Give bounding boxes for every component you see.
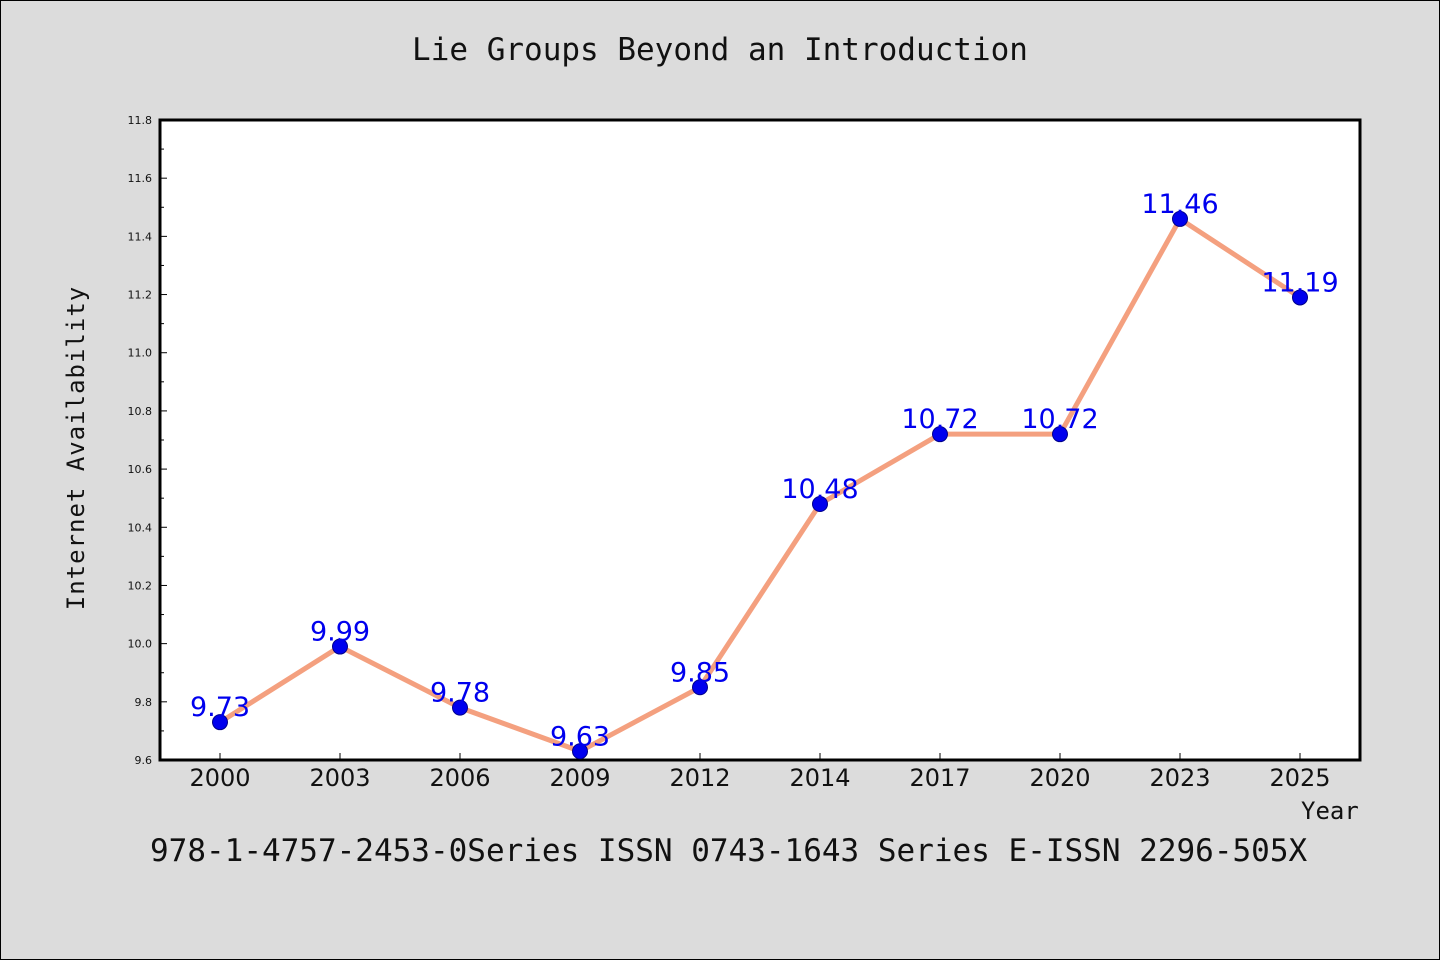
x-tick-label: 2006 xyxy=(429,764,490,792)
x-tick-label: 2023 xyxy=(1149,764,1210,792)
x-tick-label: 2014 xyxy=(789,764,850,792)
x-tick-label: 2009 xyxy=(549,764,610,792)
footer-isbn-issn: 978-1-4757-2453-0Series ISSN 0743-1643 S… xyxy=(150,833,1308,869)
y-tick-label: 10.8 xyxy=(128,405,153,418)
data-point xyxy=(932,426,948,443)
x-axis-label: Year xyxy=(1301,797,1359,825)
data-labels: 9.73 9.99 9.78 9.63 9.85 10.48 10.72 10.72 11.46… xyxy=(190,189,1339,752)
data-label: 10.72 xyxy=(901,404,978,435)
data-point xyxy=(212,714,228,731)
y-tick-label: 11.0 xyxy=(128,347,153,360)
data-points xyxy=(212,210,1308,760)
data-label: 9.73 xyxy=(190,692,250,723)
data-label: 9.78 xyxy=(430,678,490,709)
y-tick-label: 11.6 xyxy=(128,172,153,185)
x-tick-label: 2012 xyxy=(669,764,730,792)
y-tick-label: 10.6 xyxy=(128,463,153,476)
data-point xyxy=(1292,289,1308,306)
x-tick-label: 2020 xyxy=(1029,764,1090,792)
y-tick-label: 11.4 xyxy=(128,230,153,243)
data-label: 9.85 xyxy=(670,657,730,688)
x-tick-label: 2000 xyxy=(189,764,250,792)
chart-title: Lie Groups Beyond an Introduction xyxy=(412,32,1028,68)
y-tick-label: 9.6 xyxy=(135,754,153,767)
data-label: 9.99 xyxy=(310,617,370,648)
y-tick-label: 9.8 xyxy=(135,696,153,709)
y-tick-label: 10.0 xyxy=(128,638,153,651)
plot-area xyxy=(158,118,1362,762)
data-point xyxy=(452,699,468,716)
x-tick-label: 2003 xyxy=(309,764,370,792)
data-point xyxy=(332,638,348,655)
data-point xyxy=(1172,210,1188,227)
y-axis-ticks: 9.6 9.8 10.0 10.2 10.4 10.6 10.8 11.0 11.2 11.4 11… xyxy=(128,114,167,767)
data-label: 11.46 xyxy=(1141,189,1218,220)
data-point xyxy=(1052,426,1068,443)
data-point xyxy=(692,679,708,696)
data-point xyxy=(572,743,588,760)
y-tick-label: 10.2 xyxy=(128,579,153,592)
data-point xyxy=(812,496,828,512)
data-label: 9.63 xyxy=(550,721,610,752)
data-label: 10.48 xyxy=(781,474,858,505)
data-label: 11.19 xyxy=(1261,267,1338,298)
x-axis-ticks: 2000 2003 2006 2009 2012 2014 2017 2020 2023 2025 xyxy=(189,753,1331,792)
x-tick-label: 2025 xyxy=(1269,764,1330,792)
y-tick-label: 11.8 xyxy=(128,114,153,127)
series-line xyxy=(217,216,1303,754)
data-label: 10.72 xyxy=(1021,404,1098,435)
y-tick-label: 10.4 xyxy=(128,521,153,534)
x-tick-label: 2017 xyxy=(909,764,970,792)
y-tick-label: 11.2 xyxy=(128,289,153,302)
